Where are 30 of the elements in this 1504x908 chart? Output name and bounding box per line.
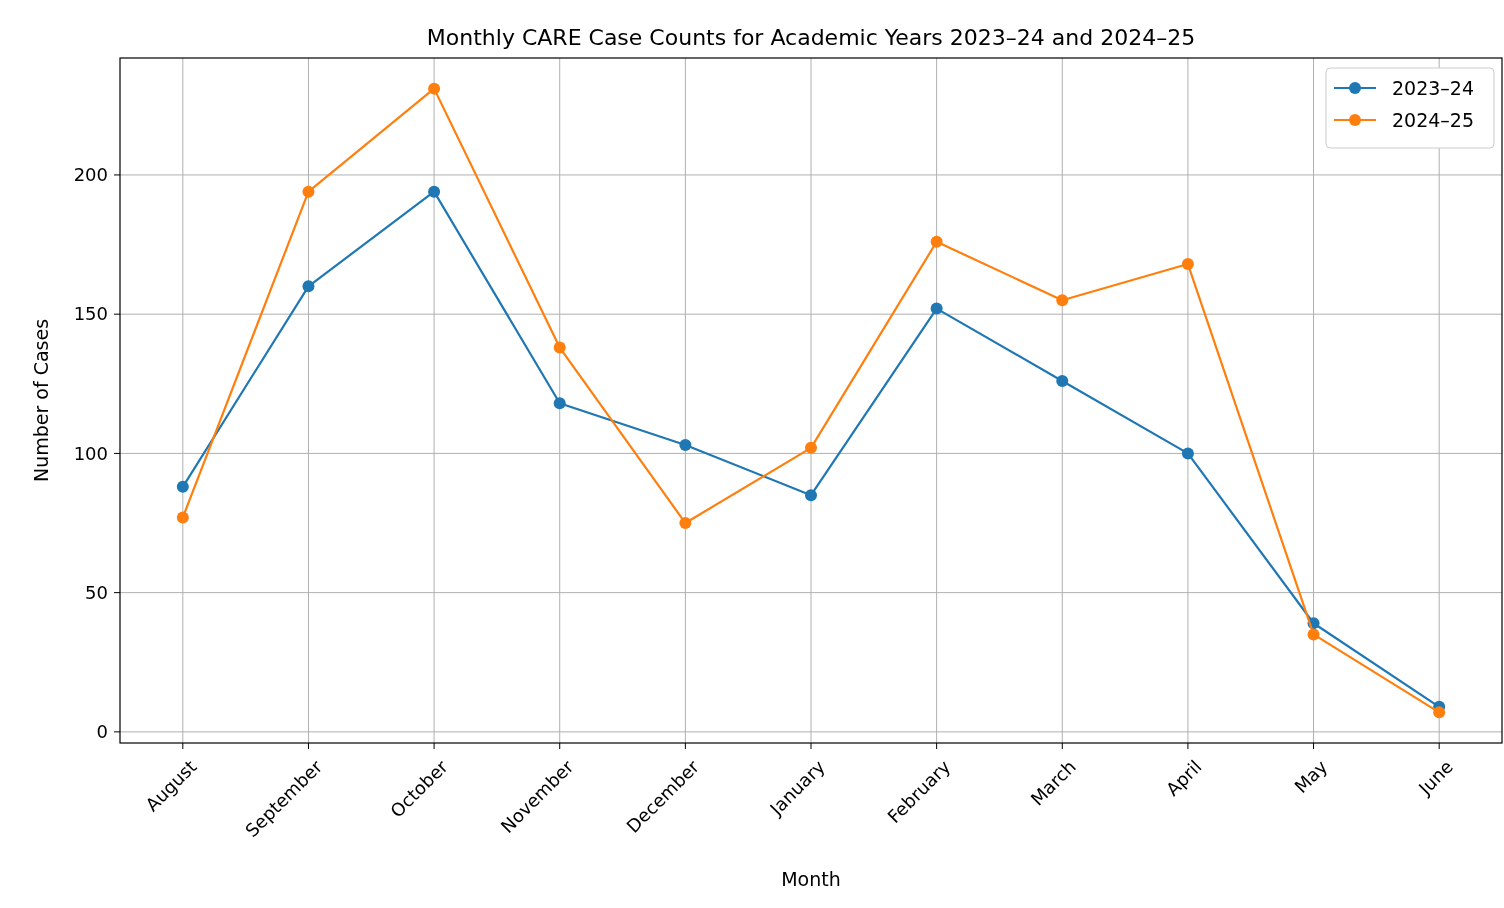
point xyxy=(428,82,441,95)
chart-title: Monthly CARE Case Counts for Academic Years 2023–24 and 2024–25 xyxy=(426,25,1196,50)
point xyxy=(1056,294,1069,307)
point xyxy=(176,511,189,524)
point xyxy=(1307,628,1320,641)
point xyxy=(930,302,943,315)
point xyxy=(805,489,817,502)
point xyxy=(302,185,315,198)
point xyxy=(176,480,189,493)
point xyxy=(1433,706,1446,719)
point xyxy=(679,517,692,530)
point xyxy=(1181,447,1194,460)
y-tick-label: 0 xyxy=(96,721,108,743)
y-tick-label: 50 xyxy=(85,581,108,603)
point xyxy=(428,185,441,198)
legend-label: 2024–25 xyxy=(1392,108,1475,131)
y-tick-label: 100 xyxy=(73,442,108,464)
x-axis-title: Month xyxy=(781,868,841,890)
point xyxy=(930,235,943,248)
y-axis-title: Number of Cases xyxy=(30,318,52,483)
point xyxy=(679,439,692,452)
y-tick-label: 200 xyxy=(73,164,108,186)
point xyxy=(553,341,566,354)
legend-label: 2023–24 xyxy=(1392,76,1475,99)
point xyxy=(805,441,817,454)
point xyxy=(302,280,315,293)
point xyxy=(553,397,566,410)
point xyxy=(1181,258,1194,271)
point xyxy=(1056,375,1069,388)
y-tick-label: 150 xyxy=(73,303,108,325)
